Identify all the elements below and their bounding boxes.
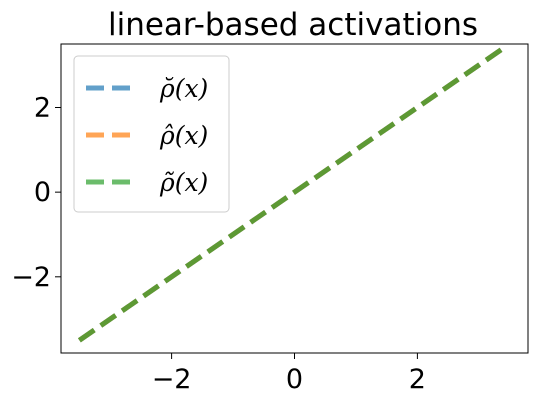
x-tick-label: 2: [409, 364, 426, 395]
legend-label-2: ρ̂(x): [159, 121, 208, 150]
y-tick-label: 0: [34, 177, 51, 208]
x-tick-label: 0: [286, 364, 303, 395]
chart-title: linear-based activations: [108, 7, 478, 43]
y-tick-label: −2: [11, 262, 51, 293]
y-tick-label: 2: [34, 92, 51, 123]
ticks-layer: −2 0 2 −2 0 2: [11, 92, 426, 395]
x-tick-label: −2: [152, 364, 192, 395]
legend-box: [73, 55, 230, 213]
legend-label-1: ρ̆(x): [159, 74, 208, 103]
series-line-3: [77, 46, 505, 343]
legend-label-3: ρ̃(x): [159, 168, 208, 197]
legend: ρ̆(x) ρ̂(x) ρ̃(x): [73, 55, 230, 213]
series-layer: [77, 46, 505, 343]
